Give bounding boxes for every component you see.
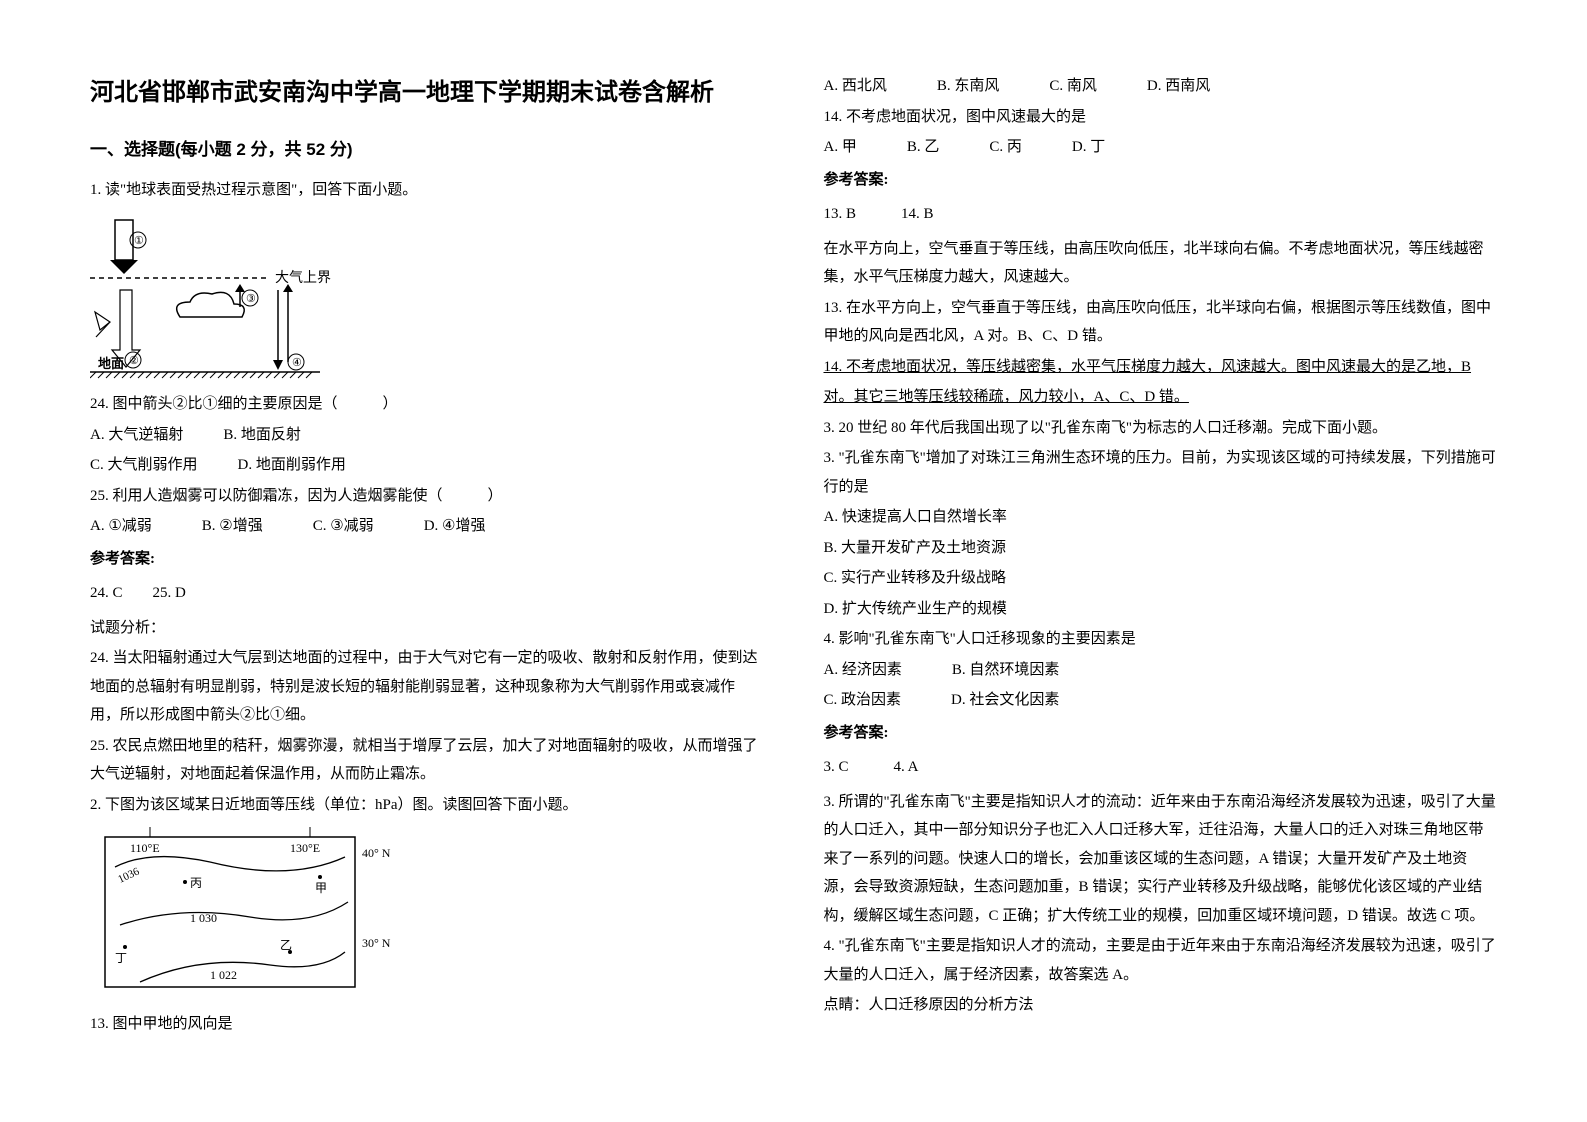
q13-text: 13. 图中甲地的风向是 <box>90 1010 764 1039</box>
q4-opt-a: A. 经济因素 <box>824 656 902 685</box>
svg-text:③: ③ <box>246 293 256 305</box>
page-title: 河北省邯郸市武安南沟中学高一地理下学期期末试卷含解析 <box>90 70 764 116</box>
q1-intro: 1. 读"地球表面受热过程示意图"，回答下面小题。 <box>90 176 764 205</box>
q3-opt-c: C. 实行产业转移及升级战略 <box>824 564 1498 593</box>
lat-40: 40° N <box>362 846 391 860</box>
q13-opt-c: C. 南风 <box>1049 72 1097 101</box>
q4-options-row2: C. 政治因素 D. 社会文化因素 <box>824 686 1498 715</box>
explain-3: 3. 所谓的"孔雀东南飞"主要是指知识人才的流动：近年来由于东南沿海经济发展较为… <box>824 788 1498 931</box>
lon-130: 130°E <box>290 841 320 855</box>
q3-main-intro: 3. 20 世纪 80 年代后我国出现了以"孔雀东南飞"为标志的人口迁移潮。完成… <box>824 414 1498 443</box>
q14-opt-a: A. 甲 <box>824 133 857 162</box>
pt-ding: 丁 <box>115 951 127 965</box>
q4-text: 4. 影响"孔雀东南飞"人口迁移现象的主要因素是 <box>824 625 1498 654</box>
q2-intro: 2. 下图为该区域某日近地面等压线（单位：hPa）图。读图回答下面小题。 <box>90 791 764 820</box>
q4-options-row1: A. 经济因素 B. 自然环境因素 <box>824 656 1498 685</box>
ans-13-14: 13. B 14. B <box>824 200 1498 229</box>
ans-24-25: 24. C 25. D <box>90 579 764 608</box>
answer-key-1: 参考答案: <box>90 545 764 574</box>
q13-opt-b: B. 东南风 <box>937 72 1000 101</box>
q4-opt-c: C. 政治因素 <box>824 686 902 715</box>
q13-options: A. 西北风 B. 东南风 C. 南风 D. 西南风 <box>824 72 1498 101</box>
explain-intro2: 在水平方向上，空气垂直于等压线，由高压吹向低压，北半球向右偏。不考虑地面状况，等… <box>824 235 1498 292</box>
q13-opt-d: D. 西南风 <box>1147 72 1210 101</box>
q24-opt-c: C. 大气削弱作用 <box>90 451 198 480</box>
q14-opt-d: D. 丁 <box>1072 133 1105 162</box>
svg-text:④: ④ <box>292 357 302 369</box>
q3-text: 3. "孔雀东南飞"增加了对珠江三角洲生态环境的压力。目前，为实现该区域的可持续… <box>824 444 1498 501</box>
explain-13: 13. 在水平方向上，空气垂直于等压线，由高压吹向低压，北半球向右偏，根据图示等… <box>824 294 1498 351</box>
q13-opt-a: A. 西北风 <box>824 72 887 101</box>
explain-24: 24. 当太阳辐射通过大气层到达地面的过程中，由于大气对它有一定的吸收、散射和反… <box>90 644 764 730</box>
q24-opt-a: A. 大气逆辐射 <box>90 421 183 450</box>
p-1030: 1 030 <box>190 911 217 925</box>
pt-yi: 乙 <box>280 938 292 952</box>
q14-opt-c: C. 丙 <box>989 133 1022 162</box>
svg-text:①: ① <box>134 235 144 247</box>
q14-options: A. 甲 B. 乙 C. 丙 D. 丁 <box>824 133 1498 162</box>
q3-opt-d: D. 扩大传统产业生产的规模 <box>824 595 1498 624</box>
left-column: 河北省邯郸市武安南沟中学高一地理下学期期末试卷含解析 一、选择题(每小题 2 分… <box>90 70 764 1082</box>
q25-opt-a: A. ①减弱 <box>90 512 152 541</box>
q3-opt-a: A. 快速提高人口自然增长率 <box>824 503 1498 532</box>
lon-110: 110°E <box>130 841 160 855</box>
explain-4: 4. "孔雀东南飞"主要是指知识人才的流动，主要是由于近年来由于东南沿海经济发展… <box>824 932 1498 989</box>
q24-opt-b: B. 地面反射 <box>223 421 301 450</box>
q14-opt-b: B. 乙 <box>907 133 940 162</box>
right-column: A. 西北风 B. 东南风 C. 南风 D. 西南风 14. 不考虑地面状况，图… <box>824 70 1498 1082</box>
answer-key-3: 参考答案: <box>824 719 1498 748</box>
q25-text: 25. 利用人造烟雾可以防御霜冻，因为人造烟雾能使（ ） <box>90 482 764 511</box>
ans-3-4: 3. C 4. A <box>824 753 1498 782</box>
q24-opt-d: D. 地面削弱作用 <box>238 451 346 480</box>
q25-options: A. ①减弱 B. ②增强 C. ③减弱 D. ④增强 <box>90 512 764 541</box>
label-atmos-top: 大气上界 <box>275 270 331 286</box>
label-ground: 地面 <box>98 356 124 371</box>
analysis-label: 试题分析： <box>90 614 764 643</box>
q14-text: 14. 不考虑地面状况，图中风速最大的是 <box>824 103 1498 132</box>
lat-30: 30° N <box>362 936 391 950</box>
section-1-heading: 一、选择题(每小题 2 分，共 52 分) <box>90 134 764 166</box>
q25-opt-c: C. ③减弱 <box>313 512 374 541</box>
q25-opt-d: D. ④增强 <box>424 512 486 541</box>
explain-25: 25. 农民点燃田地里的秸秆，烟雾弥漫，就相当于增厚了云层，加大了对地面辐射的吸… <box>90 732 764 789</box>
q24-text: 24. 图中箭头②比①细的主要原因是（ ） <box>90 390 764 419</box>
q4-opt-d: D. 社会文化因素 <box>951 686 1059 715</box>
explain-14-underline2: 对。其它三地等压线较稀疏，风力较小，A、C、D 错。 <box>824 383 1498 412</box>
p-1036: 1036 <box>116 866 141 886</box>
diagram-atmosphere: ① 大气上界 ② ③ ④ <box>90 212 764 382</box>
diagram-isobar-map: 110°E 130°E 40° N 30° N 1036 1 030 1 022… <box>90 827 764 1002</box>
pt-jia: 甲 <box>315 881 327 895</box>
p-1022: 1 022 <box>210 968 237 982</box>
q3-opt-b: B. 大量开发矿产及土地资源 <box>824 534 1498 563</box>
q25-opt-b: B. ②增强 <box>202 512 263 541</box>
tip-text: 点睛：人口迁移原因的分析方法 <box>824 991 1498 1020</box>
q24-options-row1: A. 大气逆辐射 B. 地面反射 <box>90 421 764 450</box>
q4-opt-b: B. 自然环境因素 <box>952 656 1060 685</box>
svg-text:②: ② <box>129 355 139 367</box>
explain-14-underline: 14. 不考虑地面状况，等压线越密集，水平气压梯度力越大，风速越大。图中风速最大… <box>824 353 1498 382</box>
q24-options-row2: C. 大气削弱作用 D. 地面削弱作用 <box>90 451 764 480</box>
answer-key-2: 参考答案: <box>824 166 1498 195</box>
pt-bing: 丙 <box>190 876 202 890</box>
